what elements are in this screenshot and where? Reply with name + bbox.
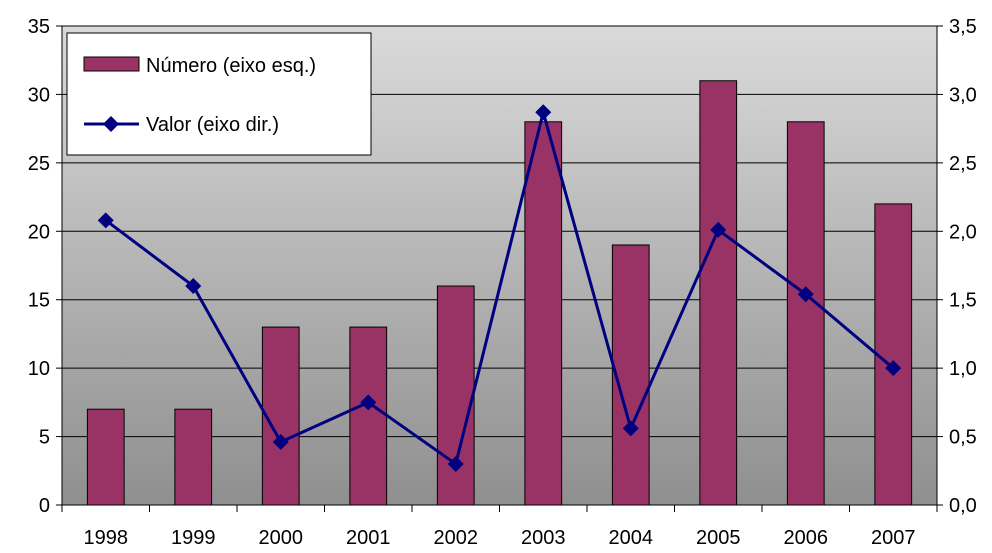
left-tick-label: 5 [39, 427, 50, 449]
value-point [885, 360, 902, 377]
x-tick-label: 1998 [84, 527, 129, 549]
value-point [185, 278, 202, 295]
bar [436, 285, 475, 506]
bar [699, 80, 738, 506]
x-tick-label: 2001 [346, 527, 391, 549]
value-point [447, 455, 464, 472]
right-tick-label: 3,0 [949, 84, 977, 106]
x-tick-label: 2007 [871, 527, 916, 549]
bar [349, 326, 388, 506]
value-point [360, 394, 377, 411]
legend-bar-swatch [83, 56, 140, 72]
left-tick-label: 15 [28, 290, 50, 312]
right-axis-ticks: 0,0 0,5 1,0 1,5 2,0 2,5 3,0 3,5 [937, 16, 977, 517]
bar [524, 121, 563, 506]
right-tick-label: 0,0 [949, 495, 977, 517]
x-axis-ticks: 1998 1999 2000 2001 2002 2003 2004 2005 2006 2007 [61, 505, 938, 549]
bar [86, 408, 125, 506]
legend-box [66, 32, 372, 156]
right-tick-label: 2,5 [949, 153, 977, 175]
value-point [710, 221, 727, 238]
legend: Número (eixo esq.) Valor (eixo dir.) [66, 32, 372, 156]
x-tick-label: 2005 [696, 527, 741, 549]
value-line [104, 110, 895, 466]
bar [874, 203, 913, 506]
bar [174, 408, 213, 506]
left-tick-label: 35 [28, 16, 50, 38]
right-tick-label: 1,0 [949, 358, 977, 380]
right-tick-label: 3,5 [949, 16, 977, 38]
left-tick-label: 20 [28, 221, 50, 243]
x-tick-label: 1999 [171, 527, 216, 549]
value-point [272, 434, 289, 451]
right-tick-label: 0,5 [949, 427, 977, 449]
bar [611, 244, 650, 506]
value-point [535, 104, 552, 121]
legend-bar-label: Número (eixo esq.) [146, 55, 316, 77]
x-tick-label: 2002 [434, 527, 479, 549]
value-point [622, 420, 639, 437]
x-tick-label: 2003 [521, 527, 566, 549]
line-series [97, 104, 902, 472]
left-tick-label: 30 [28, 84, 50, 106]
right-tick-label: 2,0 [949, 221, 977, 243]
bar [261, 326, 300, 506]
legend-line-marker [103, 116, 119, 132]
x-tick-label: 2004 [609, 527, 654, 549]
x-tick-label: 2006 [784, 527, 829, 549]
bar [786, 121, 825, 506]
right-tick-label: 1,5 [949, 290, 977, 312]
value-point [97, 212, 114, 229]
left-tick-label: 25 [28, 153, 50, 175]
x-tick-label: 2000 [259, 527, 304, 549]
left-axis-ticks: 0 5 10 15 20 25 30 35 [28, 16, 62, 517]
legend-line-label: Valor (eixo dir.) [146, 114, 279, 136]
value-point [797, 286, 814, 303]
left-tick-label: 0 [39, 495, 50, 517]
left-tick-label: 10 [28, 358, 50, 380]
